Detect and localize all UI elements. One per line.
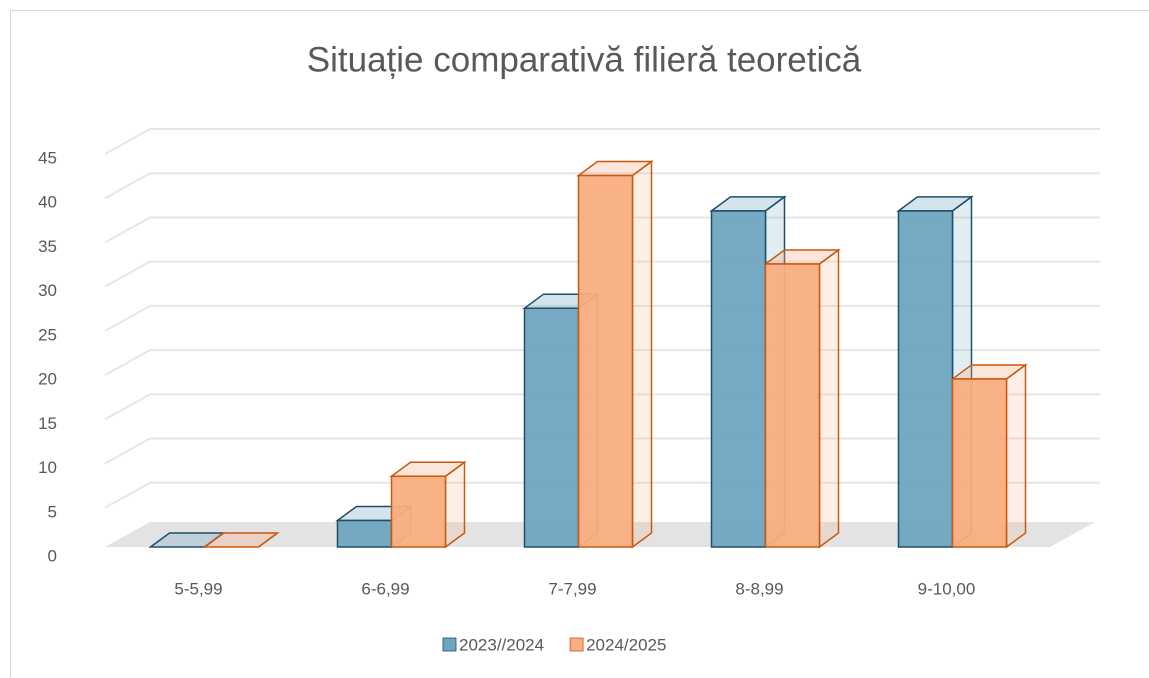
y-tick-label: 30 [38, 281, 57, 300]
x-tick-label: 8-8,99 [735, 579, 783, 598]
legend-swatch [442, 637, 457, 652]
bar-front [764, 263, 821, 548]
bar [202, 532, 280, 548]
chart-border [10, 10, 1149, 678]
x-tick-label: 9-10,00 [918, 579, 976, 598]
bar [763, 248, 841, 549]
chart-title: Situație comparativă filieră teoretică [307, 40, 862, 79]
bar-front [897, 210, 954, 548]
y-tick-label: 15 [38, 414, 57, 433]
y-tick-label: 20 [38, 370, 57, 389]
bar-front [523, 307, 580, 548]
y-tick-label: 45 [38, 148, 57, 167]
bar-front [951, 378, 1008, 548]
y-tick-label: 10 [38, 458, 57, 477]
y-tick-label: 25 [38, 325, 57, 344]
legend-label: 2024/2025 [586, 635, 666, 654]
bar [576, 160, 654, 549]
bar-side [818, 248, 840, 549]
grid-line [104, 260, 1100, 288]
bar-front [577, 174, 634, 548]
bar-front [390, 475, 447, 548]
y-tick-label: 5 [48, 502, 57, 521]
x-tick-label: 5-5,99 [174, 579, 222, 598]
x-tick-label: 7-7,99 [548, 579, 596, 598]
legend-label: 2023//2024 [459, 635, 544, 654]
grid-line [104, 216, 1100, 244]
bar-front [336, 519, 393, 548]
bar-side [631, 160, 653, 549]
y-tick-label: 35 [38, 237, 57, 256]
bar [389, 460, 467, 549]
y-tick-label: 40 [38, 193, 57, 212]
bar-top [202, 532, 280, 548]
bar-side [1005, 363, 1027, 549]
y-tick-label: 0 [48, 546, 57, 565]
legend-swatch [569, 637, 584, 652]
bar-front [710, 210, 767, 548]
x-tick-label: 6-6,99 [361, 579, 409, 598]
grid-line [104, 128, 1100, 155]
bar [950, 363, 1028, 549]
grid-line [104, 172, 1100, 200]
